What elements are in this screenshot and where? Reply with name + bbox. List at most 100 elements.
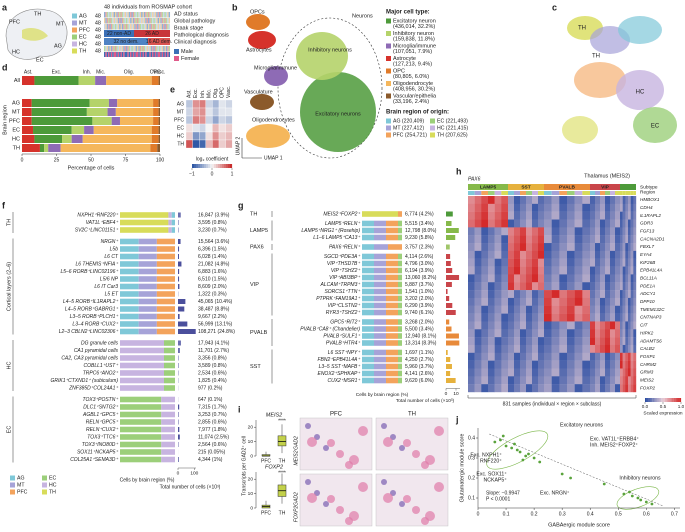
heat-cell	[538, 274, 545, 283]
region-share	[386, 220, 398, 227]
region-share	[164, 370, 175, 376]
heat-cell	[501, 235, 509, 244]
heat-cell	[622, 297, 626, 306]
heat-cell	[551, 219, 560, 228]
panel-label: i	[238, 404, 241, 414]
count-bar	[446, 268, 453, 273]
heat-cell	[574, 360, 583, 369]
region-share	[161, 434, 175, 440]
stain-label: GAD2	[293, 492, 299, 506]
heat-cell	[600, 196, 606, 205]
count-tick: 0	[177, 470, 180, 476]
x-tick-label: 0.6	[643, 511, 650, 517]
region-bar	[633, 191, 636, 195]
count-bar	[446, 364, 452, 369]
heat-cell	[532, 313, 539, 322]
group-label: LAMP5	[250, 228, 268, 234]
heat-cell	[551, 384, 560, 393]
heat-cell	[630, 219, 634, 228]
heat-cell	[468, 290, 475, 299]
heat-cell	[192, 139, 200, 149]
stacked-bar	[153, 99, 159, 107]
axis-title: 831 samples (individual × region × subcl…	[503, 401, 602, 407]
heat-cell	[622, 290, 626, 299]
heat-cell	[494, 297, 502, 306]
heat-cell	[544, 266, 552, 275]
heat-cell	[551, 211, 560, 220]
heat-cell	[544, 376, 552, 385]
sex-cell	[142, 52, 144, 57]
heat-cell	[544, 384, 552, 393]
subtype-label: CA2, CA3 pyramidal cells	[61, 355, 118, 361]
brain-region-label: HC	[12, 49, 20, 55]
heat-cell	[622, 196, 626, 205]
count-label: 8,609 (2.0%)	[198, 284, 227, 290]
heat-cell	[600, 290, 606, 299]
region-share	[168, 219, 172, 226]
heat-cell	[610, 384, 616, 393]
stacked-bar	[86, 108, 108, 116]
cohort-cell	[110, 46, 113, 52]
gene-label: MEIS2	[640, 377, 654, 382]
region-bar	[494, 191, 502, 195]
count-bar	[446, 310, 456, 315]
count-bar	[178, 363, 179, 368]
region-share	[398, 377, 402, 384]
count-label: 108,271 (24.8%)	[198, 329, 235, 335]
heat-cell	[605, 337, 611, 346]
heat-cell	[559, 344, 568, 353]
region-share	[138, 298, 157, 305]
heat-cell	[514, 219, 521, 228]
heat-cell	[494, 352, 502, 361]
cohort-cell	[128, 24, 131, 30]
count-bar	[178, 412, 179, 417]
heat-cell	[520, 227, 527, 236]
heat-cell	[488, 337, 495, 346]
heat-cell	[468, 282, 475, 291]
region-label: TH	[578, 26, 586, 32]
heat-cell	[526, 360, 533, 369]
heat-cell	[574, 211, 583, 220]
heat-cell	[630, 203, 634, 212]
region-share	[386, 309, 398, 316]
label: PFC (254,721)	[393, 132, 427, 138]
cohort-cell	[119, 24, 121, 30]
region-share	[120, 328, 139, 335]
point	[513, 442, 516, 446]
count-bar	[446, 228, 459, 233]
heat-cell	[582, 274, 591, 283]
heat-cell	[610, 376, 616, 385]
point	[644, 500, 648, 504]
cohort-cell	[164, 24, 166, 30]
heat-cell	[595, 258, 601, 267]
heat-cell	[628, 258, 631, 267]
colorbar-tick: 0	[211, 171, 214, 177]
heat-cell	[590, 290, 596, 299]
heat-cell	[508, 266, 515, 275]
heat-cell	[620, 313, 623, 322]
heat-cell	[494, 313, 502, 322]
heat-cell	[622, 250, 626, 259]
region-share	[374, 244, 388, 250]
cohort-cell	[142, 24, 144, 30]
cohort-cell	[159, 24, 161, 30]
heat-cell	[600, 250, 606, 259]
umap-blob	[562, 116, 598, 144]
sex-cell	[130, 52, 132, 57]
heat-cell	[481, 235, 489, 244]
heat-cell	[544, 203, 552, 212]
legend-label: Subtype	[640, 184, 658, 190]
sex-cell	[119, 52, 121, 57]
heat-cell	[474, 243, 482, 252]
cohort-cell	[130, 18, 132, 24]
gene-label: CIT	[640, 323, 649, 328]
heat-cell	[481, 297, 489, 306]
count-bar	[178, 457, 179, 462]
x-tick-label: 0.7	[671, 511, 678, 517]
heat-cell	[625, 266, 629, 275]
sex-swatch	[174, 56, 179, 61]
gene-label: FBXL7	[640, 244, 654, 249]
count-label: 56,999 (13.1%)	[198, 321, 233, 327]
region-share	[156, 321, 175, 327]
heat-cell	[574, 305, 583, 314]
